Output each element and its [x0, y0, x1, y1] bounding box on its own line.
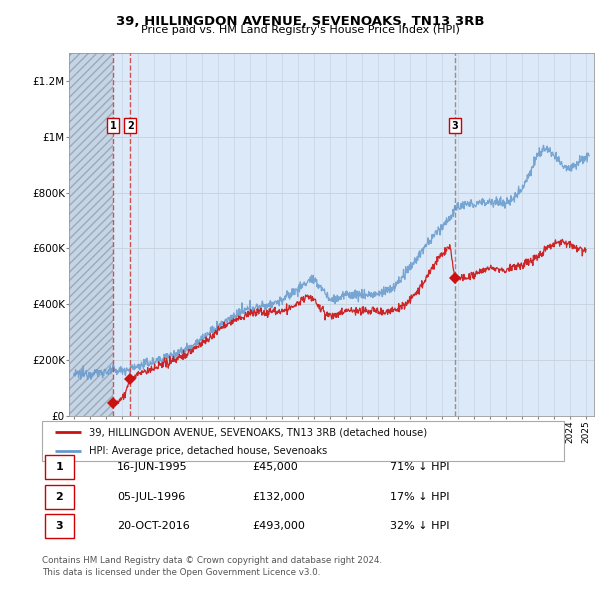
- Text: 05-JUL-1996: 05-JUL-1996: [117, 492, 185, 502]
- Text: 20-OCT-2016: 20-OCT-2016: [117, 522, 190, 531]
- Text: 39, HILLINGDON AVENUE, SEVENOAKS, TN13 3RB (detached house): 39, HILLINGDON AVENUE, SEVENOAKS, TN13 3…: [89, 427, 427, 437]
- Text: HPI: Average price, detached house, Sevenoaks: HPI: Average price, detached house, Seve…: [89, 446, 327, 456]
- Text: 3: 3: [56, 522, 63, 531]
- Text: 32% ↓ HPI: 32% ↓ HPI: [390, 522, 449, 531]
- Text: 16-JUN-1995: 16-JUN-1995: [117, 463, 188, 472]
- Text: 39, HILLINGDON AVENUE, SEVENOAKS, TN13 3RB: 39, HILLINGDON AVENUE, SEVENOAKS, TN13 3…: [116, 15, 484, 28]
- Text: Contains HM Land Registry data © Crown copyright and database right 2024.: Contains HM Land Registry data © Crown c…: [42, 556, 382, 565]
- Text: This data is licensed under the Open Government Licence v3.0.: This data is licensed under the Open Gov…: [42, 568, 320, 576]
- Text: 1: 1: [110, 121, 116, 130]
- Text: 71% ↓ HPI: 71% ↓ HPI: [390, 463, 449, 472]
- Text: 2: 2: [56, 492, 63, 502]
- Text: 17% ↓ HPI: 17% ↓ HPI: [390, 492, 449, 502]
- Text: 2: 2: [127, 121, 134, 130]
- Text: 1: 1: [56, 463, 63, 472]
- Text: 3: 3: [451, 121, 458, 130]
- Text: Price paid vs. HM Land Registry's House Price Index (HPI): Price paid vs. HM Land Registry's House …: [140, 25, 460, 35]
- Text: £132,000: £132,000: [252, 492, 305, 502]
- FancyBboxPatch shape: [42, 421, 564, 461]
- Text: £493,000: £493,000: [252, 522, 305, 531]
- Text: £45,000: £45,000: [252, 463, 298, 472]
- Bar: [69, 53, 113, 416]
